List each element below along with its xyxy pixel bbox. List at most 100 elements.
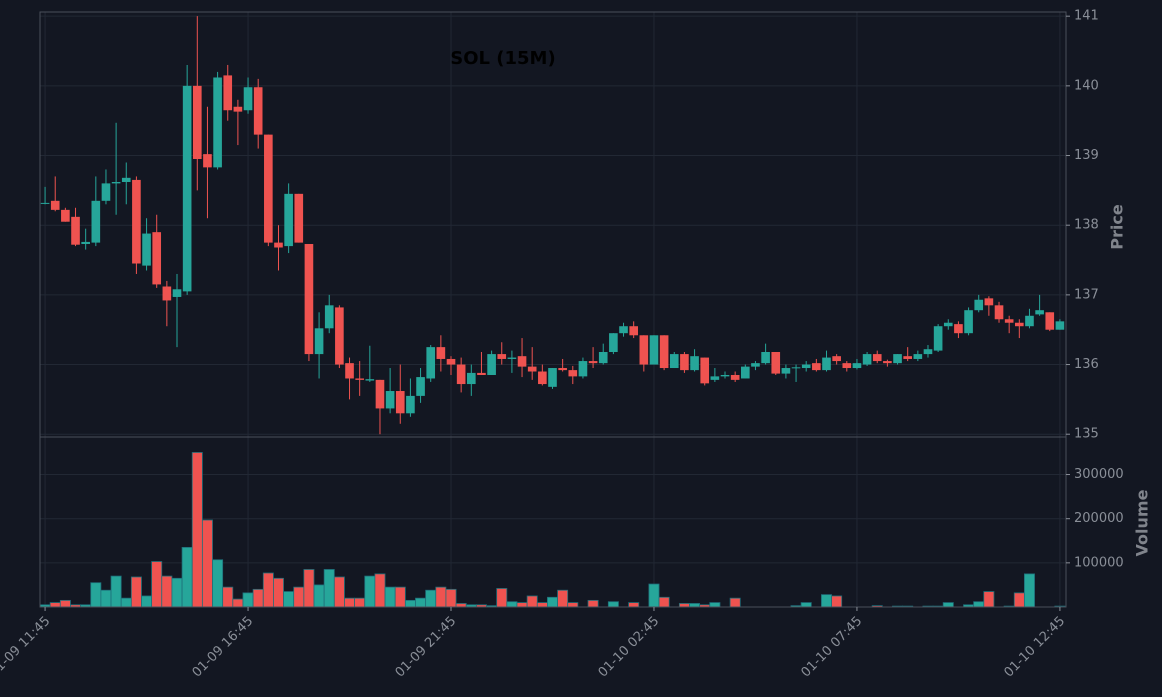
volume-tick-label: 300000 bbox=[1074, 467, 1124, 482]
candle-body bbox=[994, 305, 1004, 320]
candle-body bbox=[801, 364, 811, 369]
volume-bar bbox=[384, 586, 396, 608]
volume-bar bbox=[191, 452, 203, 608]
candle-body bbox=[426, 347, 436, 379]
volume-bar bbox=[394, 586, 406, 608]
volume-bar bbox=[689, 603, 701, 608]
candle-body bbox=[335, 307, 344, 365]
volume-bar bbox=[232, 598, 244, 608]
volume-bar bbox=[800, 602, 812, 608]
candle-body bbox=[639, 335, 649, 365]
candle-body bbox=[253, 87, 263, 135]
y-tick-label: 140 bbox=[1074, 78, 1099, 93]
volume-bar bbox=[333, 576, 345, 608]
candle-body bbox=[507, 357, 517, 359]
candle-body bbox=[192, 85, 202, 160]
candle-body bbox=[883, 361, 892, 364]
volume-bar bbox=[567, 602, 579, 608]
volume-bar bbox=[445, 588, 457, 608]
candle-body bbox=[324, 305, 334, 329]
y-tick-label: 135 bbox=[1074, 427, 1099, 442]
candle-body bbox=[872, 354, 882, 362]
volume-bar bbox=[120, 597, 132, 608]
candle-body bbox=[740, 366, 750, 379]
candle-body bbox=[771, 352, 781, 374]
candle-body bbox=[223, 75, 233, 111]
y-axis-label: Price bbox=[1108, 204, 1127, 250]
volume-bar bbox=[344, 597, 355, 608]
candle-body bbox=[111, 182, 121, 184]
candle-body bbox=[923, 349, 933, 355]
volume-bar bbox=[59, 599, 71, 608]
candle-body bbox=[832, 356, 841, 362]
candle-body bbox=[598, 352, 608, 364]
candle-body bbox=[355, 378, 364, 380]
candle-body bbox=[121, 177, 131, 182]
candle-body bbox=[203, 154, 212, 168]
candle-body bbox=[558, 368, 567, 371]
candle-body bbox=[71, 216, 80, 245]
candle-body bbox=[497, 354, 507, 359]
volume-bar bbox=[293, 586, 305, 608]
candle-body bbox=[365, 379, 375, 381]
candle-body bbox=[791, 367, 801, 369]
candle-body bbox=[91, 200, 101, 243]
candle-body bbox=[406, 395, 415, 414]
volume-bar bbox=[273, 577, 284, 608]
candle-body bbox=[954, 324, 963, 334]
volume-bar bbox=[283, 591, 295, 608]
candle-body bbox=[822, 357, 831, 371]
candle-body bbox=[710, 376, 720, 380]
candle-body bbox=[548, 368, 557, 387]
candle-body bbox=[456, 364, 466, 385]
candle-body bbox=[629, 326, 638, 336]
volume-bar bbox=[110, 575, 122, 608]
volume-tick-label: 100000 bbox=[1074, 555, 1124, 570]
candle-body bbox=[1025, 315, 1034, 327]
volume-bar bbox=[151, 561, 163, 608]
y-tick-label: 136 bbox=[1074, 357, 1099, 372]
candle-body bbox=[243, 87, 253, 111]
volume-bar bbox=[821, 594, 832, 608]
candle-body bbox=[152, 232, 162, 285]
volume-bar bbox=[516, 602, 528, 608]
volume-bar bbox=[161, 575, 173, 608]
candle-body bbox=[527, 366, 537, 372]
candle-body bbox=[314, 328, 324, 355]
candle-body bbox=[142, 233, 151, 266]
candle-body bbox=[974, 299, 984, 311]
volume-bar bbox=[455, 603, 467, 608]
volume-bar bbox=[415, 597, 427, 608]
volume-bar bbox=[262, 572, 274, 608]
volume-bar bbox=[141, 595, 153, 608]
volume-bar bbox=[242, 592, 254, 608]
candle-body bbox=[61, 209, 70, 222]
candle-body bbox=[700, 357, 710, 384]
candle-body bbox=[1015, 322, 1024, 327]
candle-body bbox=[172, 289, 182, 297]
volume-bar bbox=[323, 569, 335, 608]
volume-tick-label: 200000 bbox=[1074, 511, 1124, 526]
volume-bar bbox=[201, 519, 213, 608]
candle-body bbox=[649, 335, 659, 365]
candle-body bbox=[619, 326, 628, 334]
candle-body bbox=[933, 326, 943, 351]
volume-bar bbox=[973, 601, 985, 608]
volume-bar bbox=[1023, 573, 1035, 608]
volume-bar bbox=[90, 582, 102, 608]
volume-axis-label: Volume bbox=[1133, 489, 1152, 556]
volume-bar bbox=[313, 584, 325, 608]
volume-bar bbox=[435, 586, 447, 608]
volume-bar bbox=[983, 591, 995, 608]
candle-body bbox=[477, 372, 486, 375]
candle-body bbox=[182, 85, 192, 292]
volume-bar bbox=[709, 602, 721, 608]
candle-body bbox=[1004, 319, 1014, 323]
candle-body bbox=[690, 356, 699, 371]
candle-body bbox=[842, 363, 852, 369]
volume-bar bbox=[354, 597, 366, 608]
candle-body bbox=[852, 363, 862, 369]
volume-bar bbox=[628, 602, 640, 608]
candle-body bbox=[669, 354, 679, 369]
